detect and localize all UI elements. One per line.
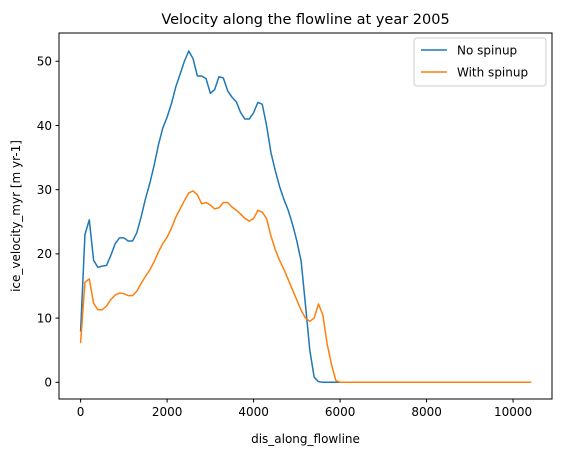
x-tick-label: 0 (77, 405, 85, 419)
y-tick-label: 40 (37, 119, 52, 133)
y-tick-label: 0 (44, 376, 52, 390)
x-tick-label: 6000 (325, 405, 356, 419)
legend: No spinup With spinup (413, 37, 547, 87)
y-tick-label: 30 (37, 183, 52, 197)
x-axis: 0 2000 4000 6000 8000 10000 (77, 399, 532, 419)
x-tick-label: 4000 (238, 405, 269, 419)
plot-frame (58, 32, 553, 400)
series-line-2 (79, 190, 532, 384)
y-tick-label: 10 (37, 311, 52, 325)
chart-title: Velocity along the flowline at year 2005 (161, 12, 449, 28)
x-tick-label: 10000 (494, 405, 532, 419)
series-layer (79, 50, 532, 384)
series-line-1 (79, 50, 532, 384)
y-axis-label: ice_velocity_myr [m yr-1] (9, 140, 23, 292)
y-tick-label: 20 (37, 247, 52, 261)
y-tick-label: 50 (37, 55, 52, 69)
x-axis-label: dis_along_flowline (251, 432, 360, 446)
y-axis: 0 10 20 30 40 50 (37, 55, 59, 390)
x-tick-label: 8000 (411, 405, 442, 419)
legend-label-1: No spinup (457, 43, 517, 57)
legend-label-2: With spinup (457, 65, 528, 79)
x-tick-label: 2000 (152, 405, 183, 419)
